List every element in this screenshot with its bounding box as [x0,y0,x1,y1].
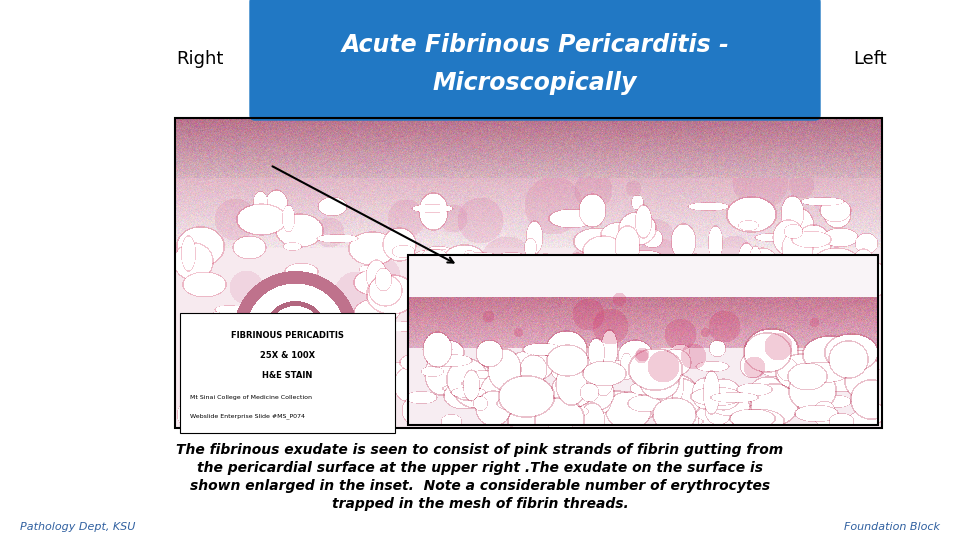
FancyBboxPatch shape [250,0,820,120]
Bar [408,255,878,425]
Text: 25X & 100X: 25X & 100X [260,350,315,360]
Text: Foundation Block: Foundation Block [844,522,940,532]
Text: Right: Right [177,50,224,68]
Text: Pathology Dept, KSU: Pathology Dept, KSU [20,522,135,532]
Bar [180,313,395,433]
Text: the pericardial surface at the upper right .The exudate on the surface is: the pericardial surface at the upper rig… [197,461,763,475]
Text: Mt Sinai College of Medicine Collection: Mt Sinai College of Medicine Collection [190,395,312,401]
Text: FIBRINOUS PERICADITIS: FIBRINOUS PERICADITIS [231,330,344,340]
Text: Microscopically: Microscopically [433,71,637,96]
Text: Webslide Enterprise Slide #MS_P074: Webslide Enterprise Slide #MS_P074 [190,413,305,419]
Text: The fibrinous exudate is seen to consist of pink strands of fibrin gutting from: The fibrinous exudate is seen to consist… [177,443,783,457]
Text: Acute Fibrinous Pericarditis -: Acute Fibrinous Pericarditis - [341,33,729,57]
Text: shown enlarged in the inset.  Note a considerable number of erythrocytes: shown enlarged in the inset. Note a cons… [190,479,770,493]
Text: H&E STAIN: H&E STAIN [262,370,313,380]
Bar [175,118,882,428]
Text: Left: Left [853,50,887,68]
Text: trapped in the mesh of fibrin threads.: trapped in the mesh of fibrin threads. [331,497,629,511]
